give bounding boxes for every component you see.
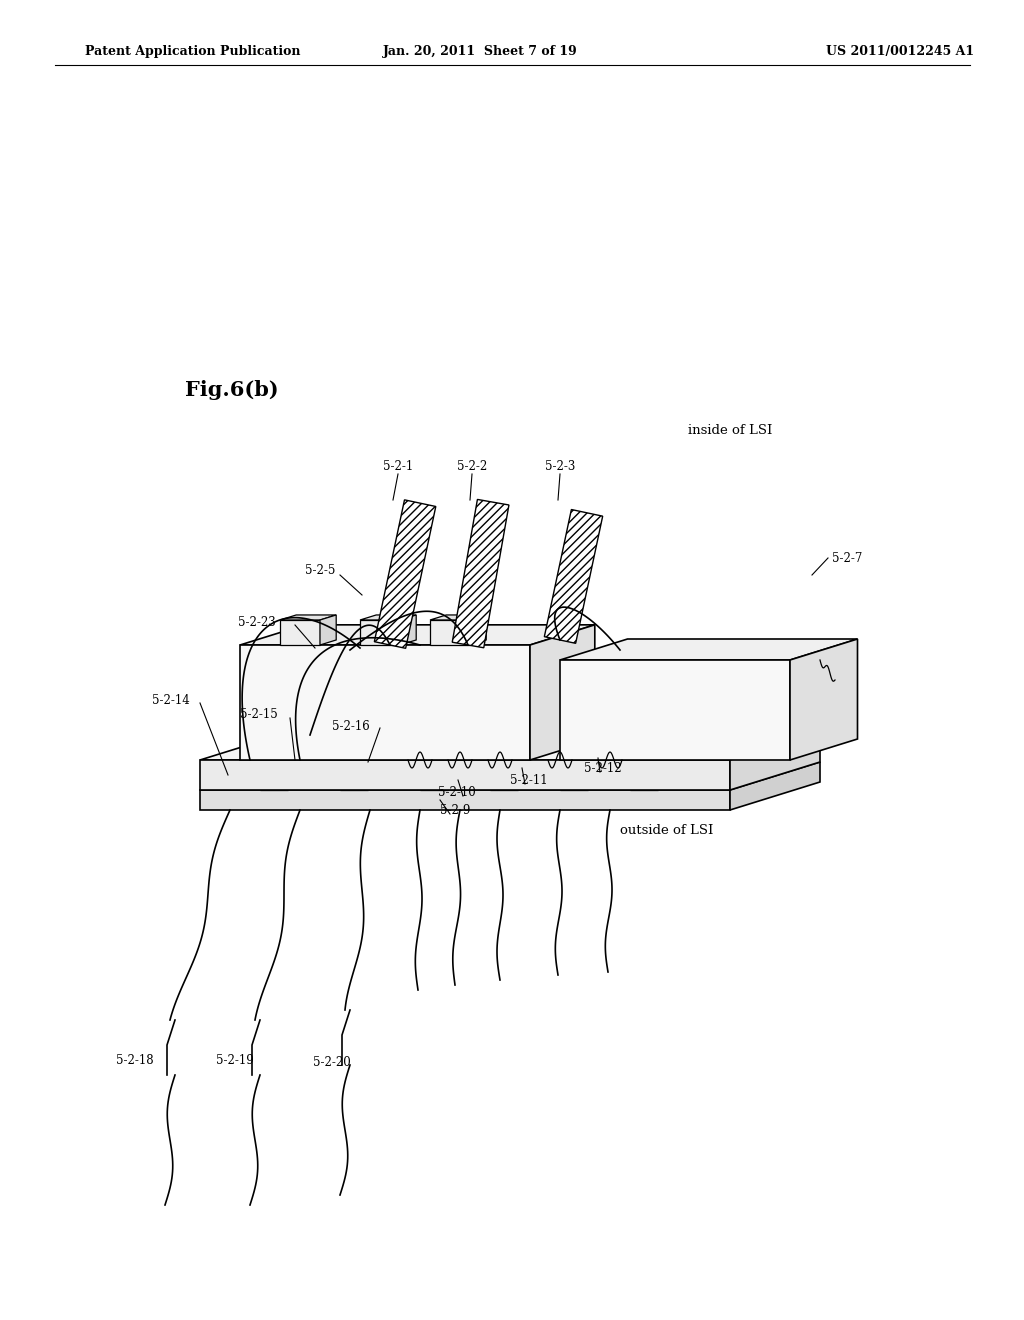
Polygon shape: [453, 499, 509, 648]
Text: 5-2-15: 5-2-15: [240, 709, 278, 722]
Polygon shape: [360, 620, 400, 645]
Polygon shape: [430, 620, 470, 645]
Text: 5-2-16: 5-2-16: [332, 719, 370, 733]
Text: 5-2-19: 5-2-19: [216, 1053, 254, 1067]
Polygon shape: [560, 639, 857, 660]
Polygon shape: [560, 660, 790, 760]
Text: 5-2-7: 5-2-7: [831, 552, 862, 565]
Text: 5-2-3: 5-2-3: [545, 459, 575, 473]
Polygon shape: [730, 762, 820, 810]
Polygon shape: [790, 639, 857, 760]
Polygon shape: [280, 620, 319, 645]
Polygon shape: [730, 733, 820, 789]
Text: Jan. 20, 2011  Sheet 7 of 19: Jan. 20, 2011 Sheet 7 of 19: [383, 45, 578, 58]
Polygon shape: [200, 733, 820, 760]
Text: 5-2-18: 5-2-18: [116, 1053, 154, 1067]
Text: 5-2-14: 5-2-14: [152, 693, 189, 706]
Text: 5-2-5: 5-2-5: [305, 564, 336, 577]
Polygon shape: [530, 624, 595, 760]
Polygon shape: [280, 615, 336, 620]
Polygon shape: [470, 615, 486, 645]
Text: 5-2-9: 5-2-9: [440, 804, 470, 817]
Polygon shape: [319, 615, 336, 645]
Text: 5-2-23: 5-2-23: [238, 615, 275, 628]
Text: inside of LSI: inside of LSI: [688, 424, 772, 437]
Polygon shape: [240, 645, 530, 760]
Text: 5-2-12: 5-2-12: [584, 762, 622, 775]
Text: outside of LSI: outside of LSI: [620, 824, 714, 837]
Polygon shape: [200, 760, 730, 789]
Text: Fig.6(b): Fig.6(b): [185, 380, 279, 400]
Polygon shape: [200, 762, 820, 789]
Text: 5-2-1: 5-2-1: [383, 459, 413, 473]
Polygon shape: [400, 615, 416, 645]
Text: US 2011/0012245 A1: US 2011/0012245 A1: [826, 45, 974, 58]
Polygon shape: [360, 615, 416, 620]
Text: 5-2-10: 5-2-10: [438, 785, 476, 799]
Polygon shape: [375, 500, 436, 648]
Polygon shape: [200, 789, 730, 810]
Polygon shape: [545, 510, 603, 643]
Polygon shape: [430, 615, 486, 620]
Polygon shape: [240, 624, 595, 645]
Text: 5-2-2: 5-2-2: [457, 459, 487, 473]
Text: Patent Application Publication: Patent Application Publication: [85, 45, 300, 58]
Text: 5-2-11: 5-2-11: [510, 774, 548, 787]
Text: 5-2-20: 5-2-20: [313, 1056, 351, 1069]
